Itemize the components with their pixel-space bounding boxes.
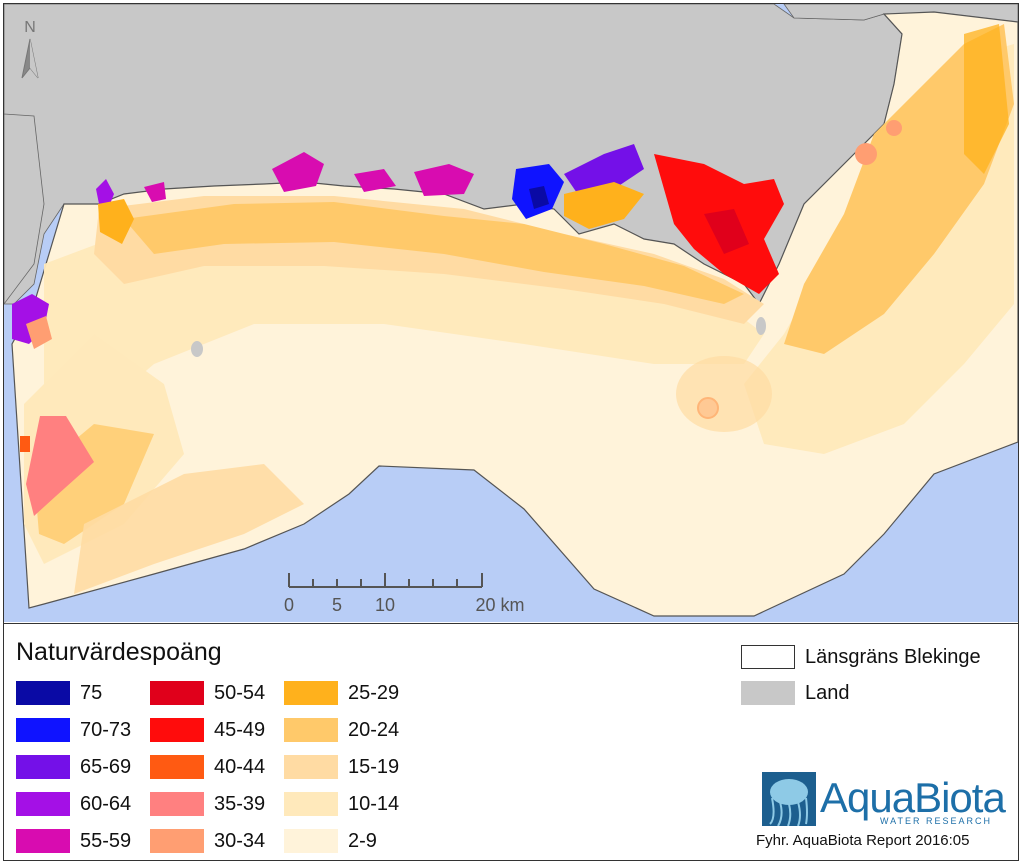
legend-swatch [150, 718, 204, 742]
north-arrow: N [21, 19, 39, 79]
credit-text: Fyhr. AquaBiota Report 2016:05 [756, 832, 970, 849]
legend-label: 70-73 [80, 718, 132, 741]
legend-item: 35-39 [150, 791, 265, 817]
land-left [4, 113, 45, 305]
map-panel: N 0 5 10 20 km [4, 4, 1018, 622]
scale-tick-0: 0 [284, 595, 294, 615]
legend-label: 65-69 [80, 755, 132, 778]
hotspot-far-west-orange [26, 316, 52, 349]
scale-tick-5: 5 [332, 595, 342, 615]
legend-swatch [150, 681, 204, 705]
legend-item: 15-19 [284, 754, 399, 780]
hotspot-west-purple [96, 179, 114, 209]
map-figure: N 0 5 10 20 km [3, 3, 1019, 861]
zone-25-29-east [964, 24, 1009, 174]
legend-label: 25-29 [348, 681, 400, 704]
area-30-34-circle-east-2 [886, 120, 902, 136]
north-label: N [24, 19, 36, 36]
legend-item: 30-34 [150, 828, 265, 854]
hotspot-magenta-2 [272, 152, 324, 192]
legend-item: 55-59 [16, 828, 131, 854]
hotspot-navy [529, 186, 549, 209]
area-30-34-circle-east-1 [855, 143, 877, 165]
legend-label: 20-24 [348, 718, 400, 741]
legend-item: 60-64 [16, 791, 131, 817]
offshore-bank-zone [676, 356, 772, 432]
legend-item: 40-44 [150, 754, 265, 780]
legend-swatch [284, 755, 338, 779]
island-2 [756, 317, 766, 335]
map-svg: N 0 5 10 20 km [4, 4, 1018, 622]
logo-tagline: WATER RESEARCH [880, 816, 993, 826]
legend-item: 10-14 [284, 791, 399, 817]
legend-label: 40-44 [214, 755, 266, 778]
hotspot-magenta-1 [144, 182, 166, 202]
hotspot-magenta-3 [354, 169, 396, 192]
legend-title: Naturvärdespoäng [16, 638, 222, 666]
area-40-44-square [20, 436, 30, 452]
legend-swatch [150, 829, 204, 853]
scale-tick-20: 20 km [475, 595, 524, 615]
aquabiota-logo: AquaBiota WATER RESEARCH [760, 772, 1010, 828]
zone-20-24-coast [124, 202, 744, 304]
legend-label: 60-64 [80, 792, 132, 815]
legend-label: Land [805, 681, 850, 704]
legend-label: Länsgräns Blekinge [805, 645, 981, 668]
legend-item-county-border: Länsgräns Blekinge [741, 644, 981, 670]
county-border-swatch [741, 645, 795, 669]
legend-swatch [16, 829, 70, 853]
legend-swatch [284, 718, 338, 742]
legend-swatch [284, 792, 338, 816]
legend-swatch [150, 792, 204, 816]
legend-item: 50-54 [150, 680, 265, 706]
scale-tick-10: 10 [375, 595, 395, 615]
legend-item: 65-69 [16, 754, 131, 780]
scale-bar: 0 5 10 20 km [284, 573, 525, 615]
land-swatch [741, 681, 795, 705]
legend-item: 45-49 [150, 717, 265, 743]
legend-item: 2-9 [284, 828, 377, 854]
legend-label: 2-9 [348, 829, 377, 852]
legend-label: 35-39 [214, 792, 266, 815]
legend-label: 10-14 [348, 792, 400, 815]
logo-name: AquaBiota [820, 774, 1006, 821]
hotspot-purple-central [564, 144, 644, 196]
area-35-39-polygon [26, 416, 94, 516]
legend-label: 45-49 [214, 718, 266, 741]
legend-swatch [16, 718, 70, 742]
legend-swatch [284, 681, 338, 705]
island-1 [191, 341, 203, 357]
legend-label: 75 [80, 681, 103, 704]
legend-label: 15-19 [348, 755, 400, 778]
legend: Naturvärdespoäng 75 70-73 65-69 60-64 55… [4, 623, 1018, 861]
zone-20-24-east [784, 24, 1014, 354]
legend-item-land: Land [741, 680, 850, 706]
legend-item: 20-24 [284, 717, 399, 743]
zone-15-19-southwest [74, 464, 304, 594]
legend-item: 70-73 [16, 717, 131, 743]
hotspot-orange-bay [564, 182, 644, 229]
hotspot-west-orange [98, 199, 134, 244]
legend-item: 75 [16, 680, 102, 706]
legend-label: 30-34 [214, 829, 266, 852]
legend-swatch [16, 681, 70, 705]
legend-item: 25-29 [284, 680, 399, 706]
legend-label: 55-59 [80, 829, 132, 852]
hotspot-magenta-4 [414, 164, 474, 196]
hotspot-darkred [704, 209, 749, 254]
legend-swatch [16, 755, 70, 779]
jellyfish-icon [762, 772, 816, 826]
legend-swatch [284, 829, 338, 853]
legend-swatch [150, 755, 204, 779]
legend-swatch [16, 792, 70, 816]
legend-label: 50-54 [214, 681, 266, 704]
